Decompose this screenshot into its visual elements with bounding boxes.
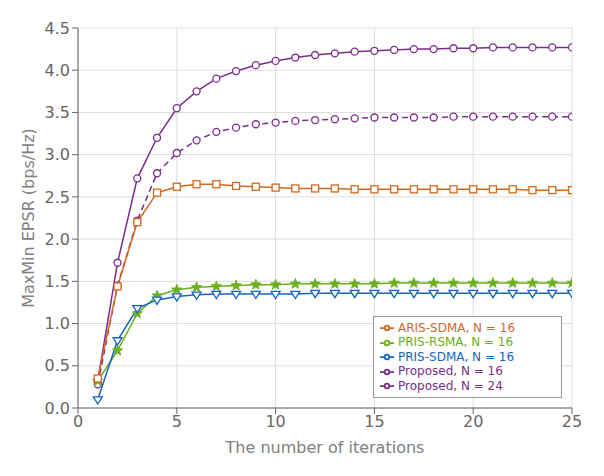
html-text:ARIS-SDMA, N = 16: ARIS-SDMA, N = 16 <box>398 320 515 335</box>
html-text:PRIS-SDMA, N = 16: PRIS-SDMA, N = 16 <box>398 349 514 364</box>
svg-text:10: 10 <box>265 412 285 431</box>
svg-text:0.0: 0.0 <box>45 399 70 418</box>
html-text:Proposed, N = 24: Proposed, N = 24 <box>398 378 503 393</box>
svg-text:3.0: 3.0 <box>45 145 70 164</box>
svg-text:3.5: 3.5 <box>45 103 70 122</box>
svg-text:MaxMin EPSR (bps/Hz): MaxMin EPSR (bps/Hz) <box>19 128 38 308</box>
svg-text:5: 5 <box>172 412 182 431</box>
svg-text:0.5: 0.5 <box>45 356 70 375</box>
svg-text:25: 25 <box>562 412 582 431</box>
svg-text:1.0: 1.0 <box>45 314 70 333</box>
svg-text:2.5: 2.5 <box>45 188 70 207</box>
html-text:Proposed, N = 16: Proposed, N = 16 <box>398 364 503 378</box>
svg-text:20: 20 <box>463 412 483 431</box>
svg-text:4.0: 4.0 <box>45 61 70 80</box>
svg-text:15: 15 <box>364 412 384 431</box>
svg-text:1.5: 1.5 <box>45 272 70 291</box>
svg-text:2.0: 2.0 <box>45 230 70 249</box>
html-text:PRIS-RSMA, N = 16: PRIS-RSMA, N = 16 <box>398 335 514 349</box>
svg-text:4.5: 4.5 <box>45 19 70 38</box>
svg-text:The number of iterations: The number of iterations <box>225 438 425 457</box>
svg-text:0: 0 <box>73 412 83 431</box>
